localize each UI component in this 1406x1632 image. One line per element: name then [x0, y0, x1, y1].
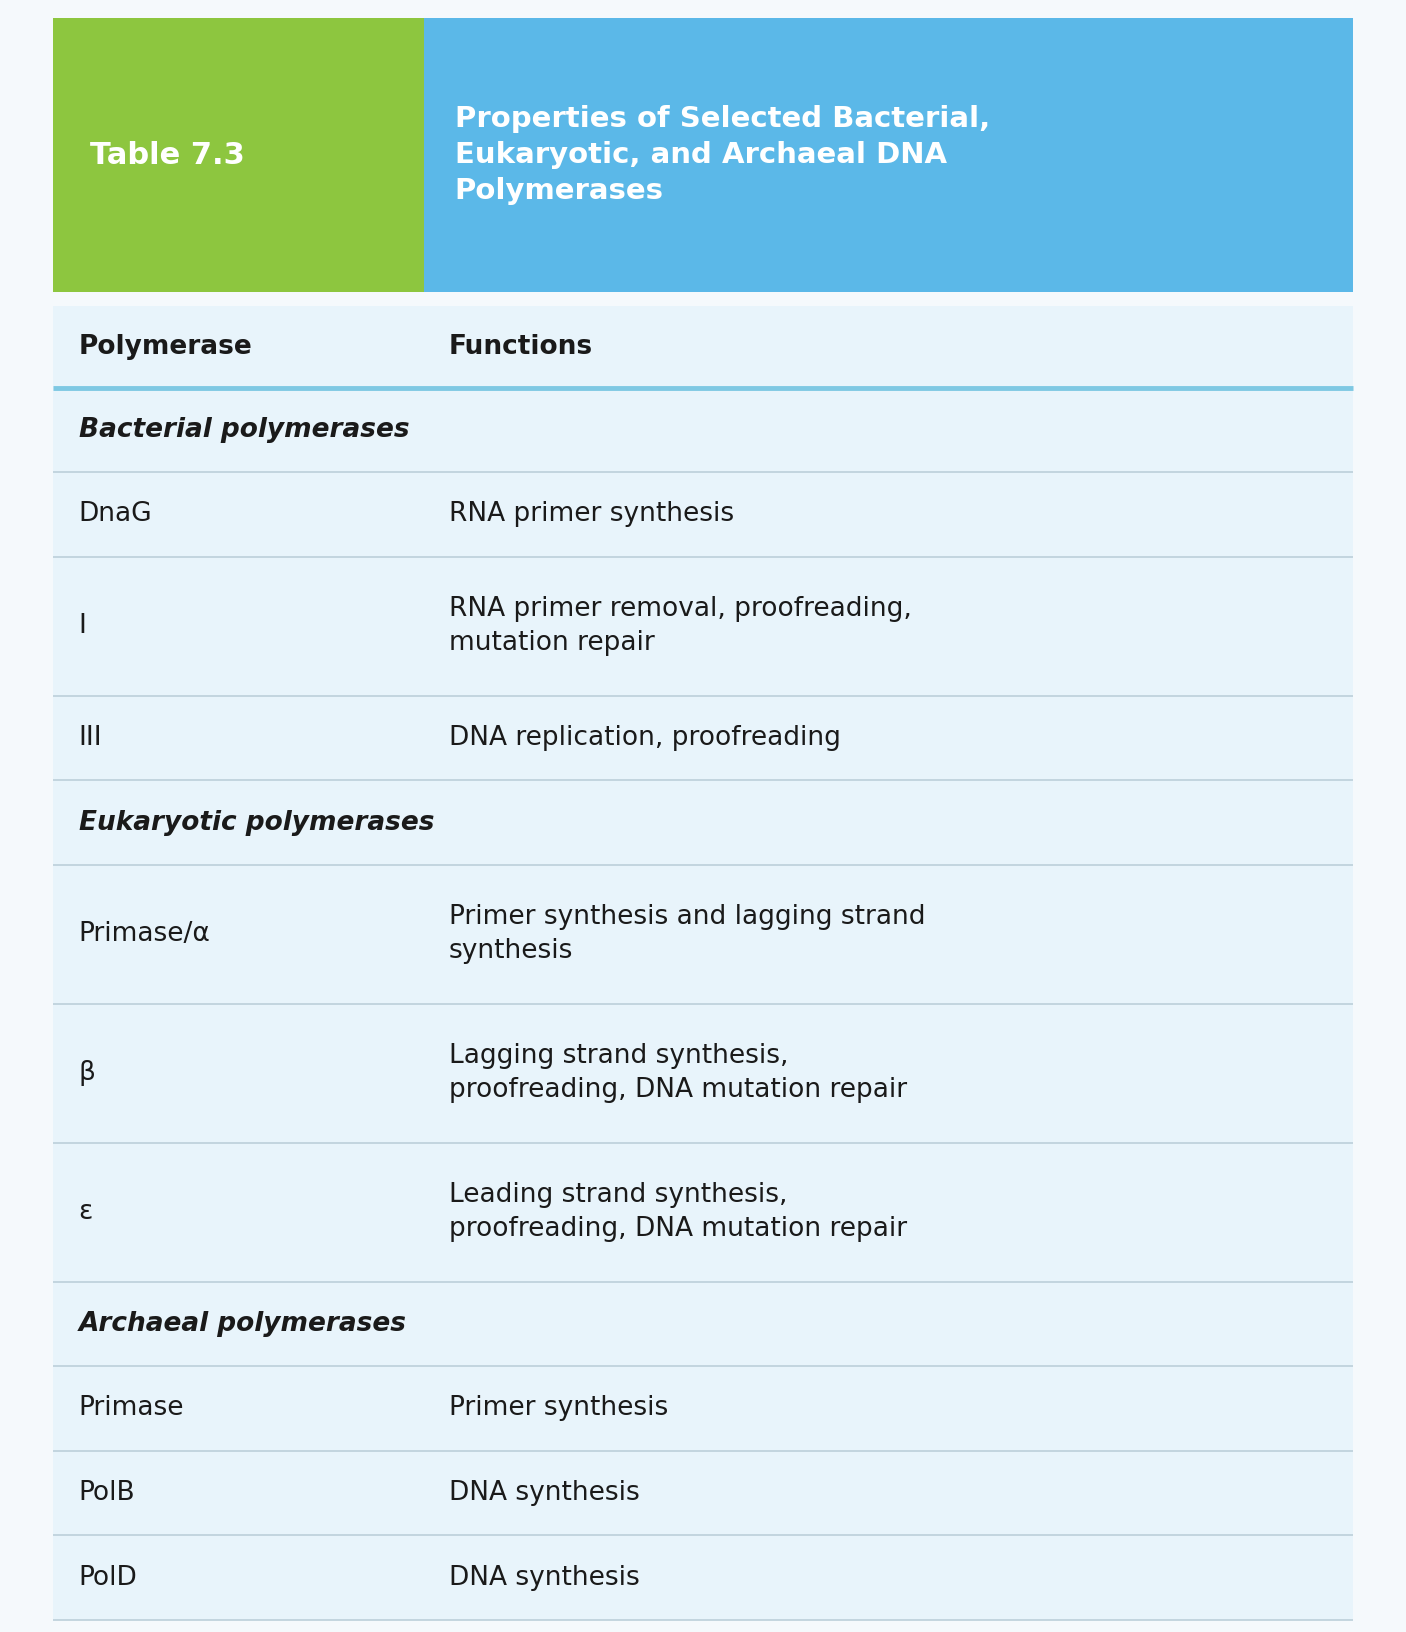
Bar: [423, 18, 1353, 292]
Text: Functions: Functions: [449, 335, 593, 361]
Text: DNA synthesis: DNA synthesis: [449, 1480, 640, 1506]
Text: Archaeal polymerases: Archaeal polymerases: [79, 1310, 406, 1337]
Text: PolB: PolB: [79, 1480, 135, 1506]
Text: DNA synthesis: DNA synthesis: [449, 1565, 640, 1591]
Text: ε: ε: [79, 1200, 93, 1226]
Text: III: III: [79, 725, 103, 751]
Text: RNA primer removal, proofreading,
mutation repair: RNA primer removal, proofreading, mutati…: [449, 596, 912, 656]
Text: Primase/α: Primase/α: [79, 922, 211, 947]
Text: RNA primer synthesis: RNA primer synthesis: [449, 501, 734, 527]
Text: Primase: Primase: [79, 1395, 184, 1421]
Text: Leading strand synthesis,
proofreading, DNA mutation repair: Leading strand synthesis, proofreading, …: [449, 1182, 907, 1242]
Text: β: β: [79, 1061, 96, 1087]
Text: I: I: [79, 614, 87, 640]
Text: Primer synthesis and lagging strand
synthesis: Primer synthesis and lagging strand synt…: [449, 904, 925, 965]
Text: Eukaryotic polymerases: Eukaryotic polymerases: [79, 809, 434, 836]
Text: Properties of Selected Bacterial,
Eukaryotic, and Archaeal DNA
Polymerases: Properties of Selected Bacterial, Eukary…: [454, 106, 990, 204]
Bar: [53, 18, 423, 292]
Text: Primer synthesis: Primer synthesis: [449, 1395, 668, 1421]
Text: DNA replication, proofreading: DNA replication, proofreading: [449, 725, 841, 751]
Text: Lagging strand synthesis,
proofreading, DNA mutation repair: Lagging strand synthesis, proofreading, …: [449, 1043, 907, 1103]
Text: DnaG: DnaG: [79, 501, 152, 527]
Bar: [53, 307, 1353, 1621]
Text: Polymerase: Polymerase: [79, 335, 253, 361]
Text: Table 7.3: Table 7.3: [90, 140, 245, 170]
Text: Bacterial polymerases: Bacterial polymerases: [79, 416, 409, 442]
Text: PolD: PolD: [79, 1565, 138, 1591]
